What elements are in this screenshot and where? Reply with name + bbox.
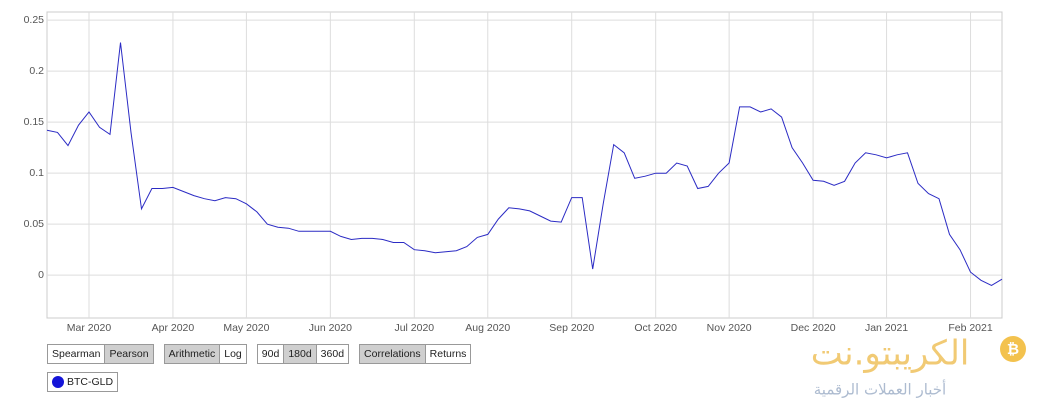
y-tick-label: 0.05 — [24, 218, 45, 230]
x-tick-label: Oct 2020 — [634, 322, 677, 334]
y-tick-label: 0.25 — [24, 14, 45, 26]
watermark-icon-symbol: ₿ — [1007, 341, 1019, 358]
x-tick-label: Nov 2020 — [707, 322, 752, 334]
watermark: ₿ الكريبتو.نت أخبار العملات الرقمية — [811, 334, 1026, 399]
toggle-button[interactable]: Correlations — [360, 345, 425, 363]
y-tick-label: 0 — [38, 269, 44, 281]
toggle-button[interactable]: Spearman — [52, 348, 101, 360]
button-group: Correlations Returns — [359, 344, 472, 364]
button-group: Spearman Pearson — [47, 344, 154, 364]
y-tick-label: 0.1 — [29, 167, 44, 179]
legend-marker — [52, 376, 64, 388]
button-group: Arithmetic Log — [163, 344, 247, 364]
x-tick-label: Mar 2020 — [67, 322, 112, 334]
toggle-button[interactable]: Pearson — [104, 345, 153, 363]
x-tick-label: Aug 2020 — [465, 322, 510, 334]
toggle-button[interactable]: Arithmetic — [164, 345, 220, 363]
x-tick-label: Feb 2021 — [948, 322, 993, 334]
toggle-button[interactable]: 180d — [283, 345, 316, 363]
legend[interactable]: BTC-GLD — [47, 372, 119, 392]
y-tick-label: 0.15 — [24, 116, 45, 128]
button-group: 90d 180d 360d — [256, 344, 350, 364]
x-tick-label: Jun 2020 — [309, 322, 352, 334]
y-tick-label: 0.2 — [29, 65, 44, 77]
watermark-subtitle: أخبار العملات الرقمية — [814, 380, 946, 399]
toggle-button[interactable]: Log — [219, 345, 246, 363]
toggle-button[interactable]: 90d — [261, 348, 280, 360]
watermark-icon — [1000, 336, 1026, 362]
x-tick-label: Sep 2020 — [549, 322, 594, 334]
plot: 0 0.05 0.1 0.15 0.2 0.25 Mar 2020 Apr 2020 May 2… — [24, 11, 1003, 334]
x-tick-label: Apr 2020 — [152, 322, 195, 334]
series-line — [46, 42, 1003, 286]
x-tick-label: Jan 2021 — [865, 322, 908, 334]
toggle-button[interactable]: 360d — [315, 345, 348, 363]
plot-frame — [46, 11, 1003, 319]
x-tick-label: May 2020 — [223, 322, 269, 334]
toggle-button[interactable]: Returns — [424, 345, 471, 363]
legend-label: BTC-GLD — [67, 376, 114, 388]
x-tick-label: Dec 2020 — [791, 322, 836, 334]
watermark-title: الكريبتو.نت — [811, 334, 970, 374]
controls: Spearman Pearson Arithmetic Log 90d 180d 360d C… — [47, 344, 472, 364]
x-tick-label: Jul 2020 — [394, 322, 434, 334]
